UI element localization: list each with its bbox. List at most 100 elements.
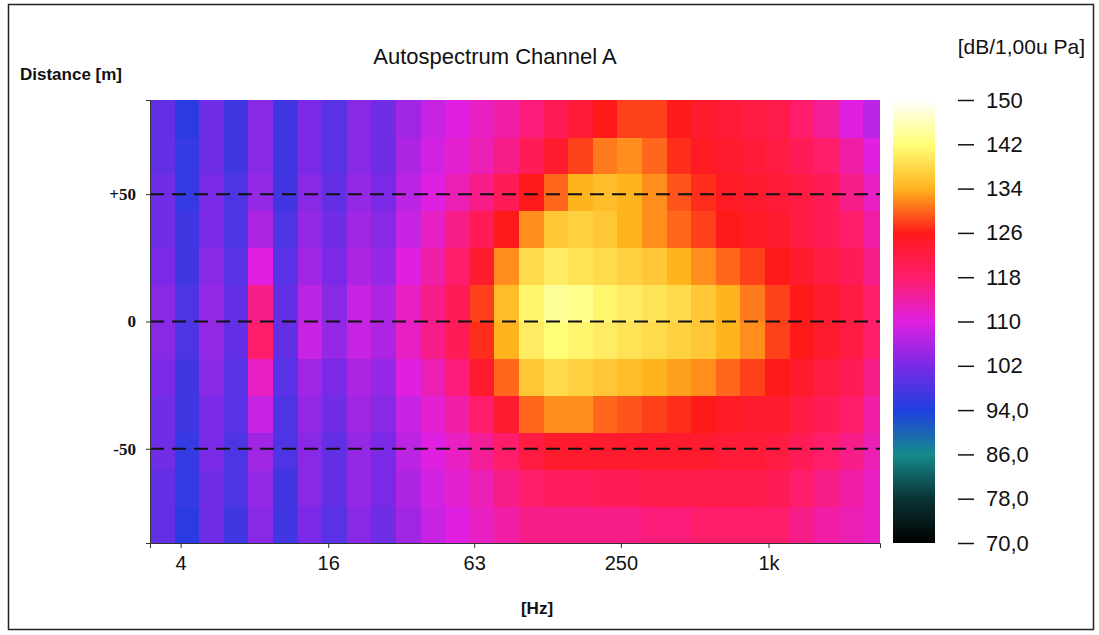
heatmap-cell <box>322 395 347 433</box>
heatmap-cell <box>199 174 224 212</box>
heatmap-cell <box>765 174 790 212</box>
heatmap-cell <box>150 211 175 249</box>
heatmap-cell <box>740 137 765 175</box>
heatmap-cell <box>175 285 200 323</box>
heatmap-cell <box>347 506 372 543</box>
heatmap-cell <box>396 322 421 360</box>
heatmap-cell <box>199 137 224 175</box>
colorbar-tick-label: 150 <box>986 88 1023 113</box>
heatmap-cell <box>667 137 692 175</box>
heatmap-cell <box>716 137 741 175</box>
heatmap-cell <box>445 174 470 212</box>
heatmap-cell <box>371 248 396 286</box>
heatmap-cell <box>494 322 519 360</box>
heatmap-cell <box>839 248 864 286</box>
heatmap-cell <box>248 506 273 543</box>
heatmap-cell <box>224 432 249 470</box>
heatmap-cell <box>445 432 470 470</box>
heatmap-cell <box>568 506 593 543</box>
heatmap-cell <box>470 285 495 323</box>
heatmap-cell <box>371 174 396 212</box>
heatmap-cell <box>175 469 200 507</box>
heatmap-cell <box>642 211 667 249</box>
heatmap-cell <box>740 322 765 360</box>
y-tick-mark <box>146 449 150 450</box>
heatmap-cell <box>593 432 618 470</box>
heatmap-cell <box>691 211 716 249</box>
heatmap-cell <box>765 211 790 249</box>
heatmap-cell <box>519 506 544 543</box>
heatmap-cell <box>691 248 716 286</box>
y-tick-label: -50 <box>113 440 136 459</box>
colorbar-tick-label: 78,0 <box>986 486 1029 511</box>
heatmap-cell <box>863 100 880 138</box>
x-tick-label: 16 <box>318 552 340 574</box>
heatmap-cell <box>740 469 765 507</box>
heatmap-cell <box>593 248 618 286</box>
heatmap-cell <box>765 285 790 323</box>
heatmap-cell <box>814 211 839 249</box>
heatmap-cell <box>593 469 618 507</box>
heatmap-cell <box>839 285 864 323</box>
heatmap-cell <box>150 137 175 175</box>
heatmap-cell <box>863 322 880 360</box>
heatmap-cell <box>224 174 249 212</box>
heatmap-cell <box>863 432 880 470</box>
y-tick: 0 <box>128 312 151 331</box>
heatmap-cell <box>568 100 593 138</box>
heatmap-cell <box>175 174 200 212</box>
heatmap-cell <box>740 395 765 433</box>
heatmap-cell <box>273 100 298 138</box>
grid-line <box>150 321 880 323</box>
heatmap-cell <box>150 285 175 323</box>
heatmap-cell <box>593 506 618 543</box>
heatmap-cell <box>150 174 175 212</box>
heatmap-cell <box>568 432 593 470</box>
heatmap-cell <box>617 248 642 286</box>
heatmap-cell <box>519 174 544 212</box>
heatmap-cell <box>839 395 864 433</box>
x-tick: 16 <box>318 543 340 574</box>
heatmap-cell <box>740 506 765 543</box>
heatmap-cell <box>322 100 347 138</box>
heatmap-cell <box>790 248 815 286</box>
heatmap-cell <box>371 358 396 396</box>
heatmap-cell <box>470 358 495 396</box>
heatmap-cell <box>765 322 790 360</box>
heatmap-cell <box>617 432 642 470</box>
heatmap-cell <box>790 432 815 470</box>
heatmap-cell <box>150 248 175 286</box>
heatmap-cell <box>765 432 790 470</box>
heatmap-cell <box>371 506 396 543</box>
heatmap-cell <box>396 174 421 212</box>
colorbar-tick: 142 <box>958 132 1023 157</box>
heatmap-cell <box>544 432 569 470</box>
y-tick-label: +50 <box>109 185 136 204</box>
heatmap-cell <box>396 211 421 249</box>
heatmap-cell <box>863 469 880 507</box>
heatmap-cell <box>224 322 249 360</box>
heatmap-cell <box>371 137 396 175</box>
colorbar-tick-mark <box>958 321 974 323</box>
heatmap-cell <box>863 211 880 249</box>
heatmap-cell <box>863 248 880 286</box>
heatmap-cell <box>421 432 446 470</box>
heatmap-cell <box>568 137 593 175</box>
heatmap-cell <box>519 285 544 323</box>
heatmap-cell <box>617 469 642 507</box>
colorbar-tick-mark <box>958 188 974 190</box>
heatmap-cell <box>814 100 839 138</box>
heatmap-cell <box>519 137 544 175</box>
heatmap-cell <box>519 248 544 286</box>
heatmap-cell <box>814 358 839 396</box>
heatmap-cell <box>568 322 593 360</box>
heatmap-cell <box>175 100 200 138</box>
heatmap-cell <box>322 137 347 175</box>
heatmap-cell <box>740 285 765 323</box>
heatmap-cell <box>175 395 200 433</box>
heatmap-cell <box>691 395 716 433</box>
heatmap-cell <box>544 469 569 507</box>
heatmap-cell <box>716 358 741 396</box>
colorbar-tick-mark <box>958 144 974 146</box>
heatmap-cell <box>691 506 716 543</box>
